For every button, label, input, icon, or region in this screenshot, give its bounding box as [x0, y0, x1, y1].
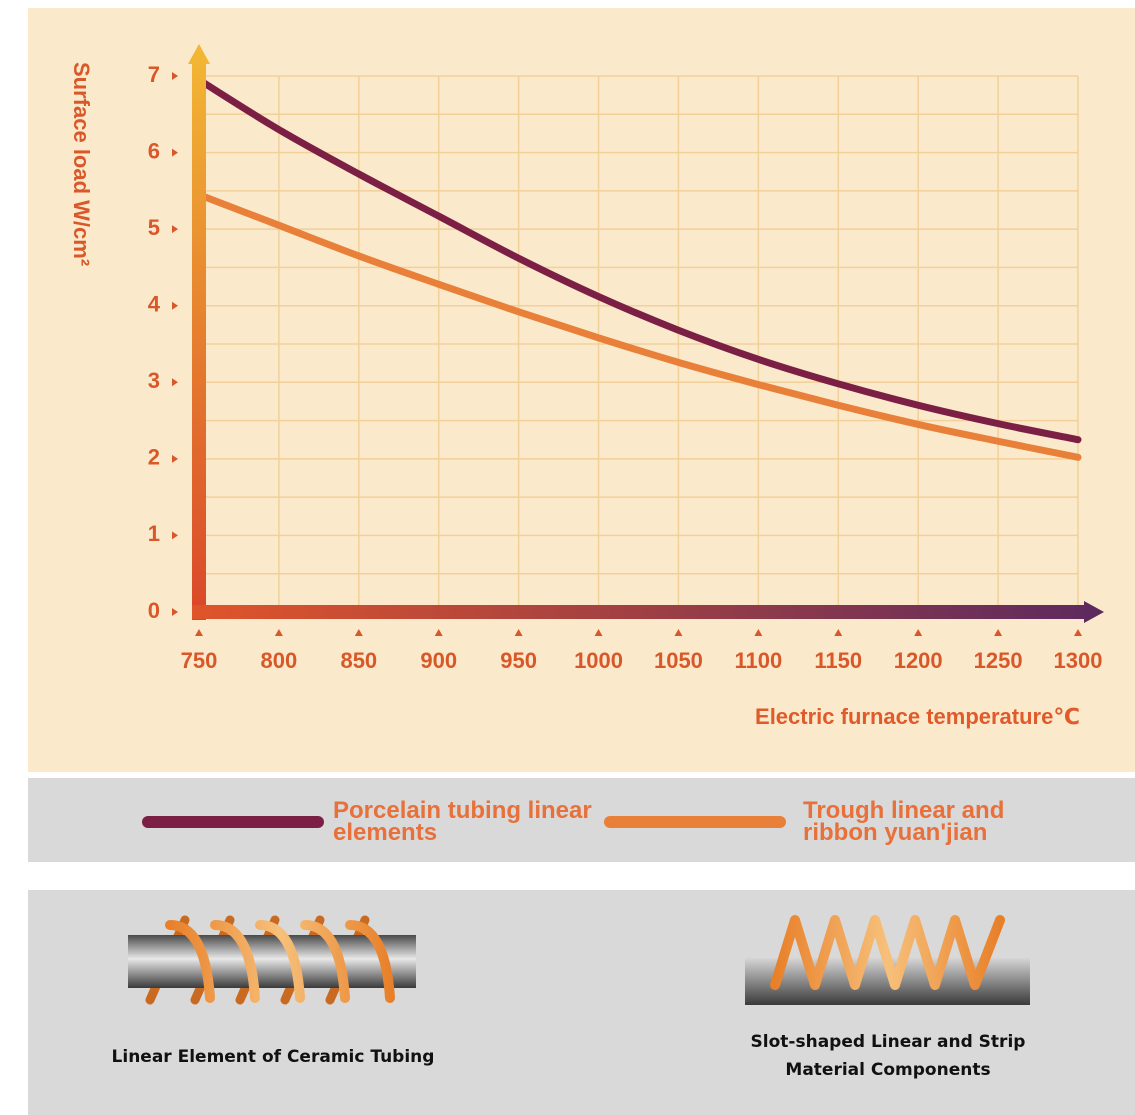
- x-tick-mark: [914, 629, 923, 636]
- x-tick-mark: [594, 629, 603, 636]
- series-line: [195, 76, 1082, 444]
- y-tick-mark: [172, 72, 178, 80]
- x-tick-label: 900: [420, 648, 457, 673]
- x-tick-mark: [514, 629, 523, 636]
- x-tick-mark: [354, 629, 363, 636]
- x-tick-label: 950: [500, 648, 537, 673]
- x-tick-label: 1300: [1054, 648, 1103, 673]
- slot-illustration: [745, 915, 1030, 1005]
- x-tick-label: 800: [261, 648, 298, 673]
- legend-label: Porcelain tubing linear elements: [333, 797, 592, 846]
- y-tick-label: 2: [148, 445, 160, 470]
- x-tick-mark: [195, 629, 203, 636]
- y-axis: [192, 60, 206, 620]
- x-tick-mark: [434, 629, 443, 636]
- series-line: [195, 191, 1082, 461]
- tube: [128, 935, 416, 988]
- x-tick-label: 1100: [734, 648, 782, 673]
- x-tick-mark: [754, 629, 763, 636]
- y-tick-mark: [172, 531, 178, 540]
- y-tick-mark: [172, 454, 178, 463]
- y-tick-mark: [172, 301, 178, 310]
- y-tick-label: 3: [148, 368, 160, 393]
- x-tick-label: 1200: [894, 648, 943, 673]
- y-axis-arrow: [188, 44, 210, 64]
- x-tick-label: 1000: [574, 648, 623, 673]
- y-tick-mark: [172, 148, 178, 157]
- x-axis-arrow: [1084, 601, 1104, 623]
- x-axis: [192, 605, 1088, 619]
- y-tick-label: 7: [148, 62, 160, 87]
- y-tick-label: 5: [148, 215, 160, 240]
- x-tick-mark: [274, 629, 283, 636]
- y-tick-mark: [172, 225, 178, 234]
- chart-panel: [28, 8, 1135, 772]
- x-tick-mark: [994, 629, 1003, 636]
- x-tick-mark: [834, 629, 843, 636]
- y-tick-label: 4: [148, 292, 161, 317]
- x-tick-label: 1150: [814, 648, 862, 673]
- axes: [188, 44, 1104, 623]
- x-tick-label: 750: [181, 648, 218, 673]
- caption: Linear Element of Ceramic Tubing: [111, 1047, 435, 1067]
- x-tick-label: 1050: [654, 648, 703, 673]
- x-tick-mark: [1074, 629, 1082, 636]
- y-tick-label: 6: [148, 138, 160, 163]
- y-tick-mark: [172, 608, 178, 616]
- ceramic-tube-illustration: [128, 915, 416, 1005]
- y-tick-label: 1: [148, 521, 160, 546]
- y-tick-mark: [172, 378, 178, 387]
- x-axis-label: Electric furnace temperature℃: [755, 704, 1080, 729]
- x-tick-label: 1250: [974, 648, 1023, 673]
- y-axis-label: Surface load W/cm²: [69, 62, 94, 266]
- x-tick-label: 850: [340, 648, 377, 673]
- y-tick-label: 0: [148, 598, 160, 623]
- legend-label: Trough linear and ribbon yuan'jian: [803, 797, 1005, 846]
- plot: [195, 76, 1082, 461]
- coil: [165, 920, 395, 1003]
- ribbon: [770, 915, 1005, 990]
- caption: Slot-shaped Linear and Strip Material Co…: [750, 1032, 1026, 1080]
- x-tick-mark: [674, 629, 683, 636]
